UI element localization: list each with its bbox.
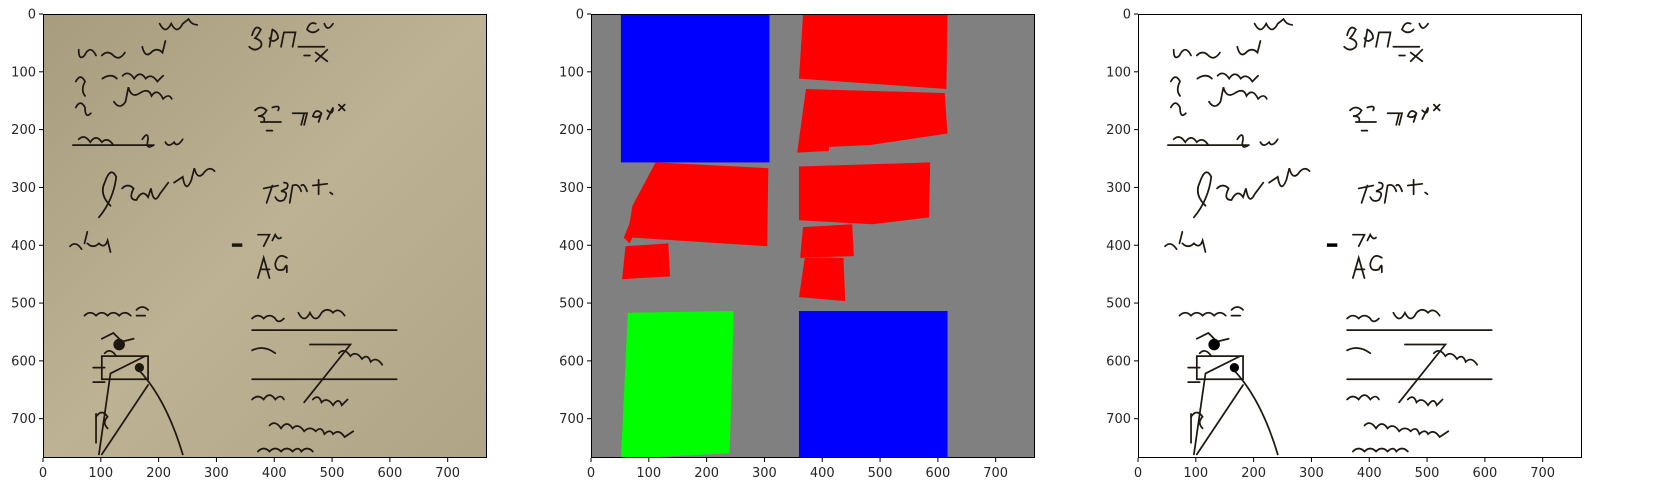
y-tick-label: 0: [28, 8, 36, 23]
y-tick-label: 300: [559, 181, 584, 196]
x-tick-label: 100: [636, 466, 661, 481]
x-tick-label: 700: [435, 466, 460, 481]
x-tick-label: 400: [262, 466, 287, 481]
x-tick-label: 300: [752, 466, 777, 481]
mask-red-region: [798, 15, 948, 89]
segmentation-mask: [592, 15, 1034, 457]
manuscript-photo: [44, 15, 486, 457]
x-tick-label: 400: [810, 466, 835, 481]
mask-red-region: [623, 162, 769, 247]
mask-red-region: [622, 243, 671, 280]
y-tick-label: 700: [1106, 412, 1131, 427]
x-tick-label: 500: [868, 466, 893, 481]
x-tick-label: 400: [1357, 466, 1382, 481]
y-tick-label: 100: [559, 65, 584, 80]
x-tick-label: 0: [1134, 466, 1142, 481]
manuscript-photo-panel: [43, 14, 487, 458]
y-tick-label: 400: [11, 239, 36, 254]
x-tick-label: 0: [39, 466, 47, 481]
x-tick-label: 200: [1241, 466, 1266, 481]
y-tick-label: 500: [1106, 297, 1131, 312]
y-tick-label: 500: [11, 297, 36, 312]
mask-red-region: [800, 224, 854, 258]
y-tick-label: 0: [1123, 8, 1131, 23]
x-tick-label: 700: [983, 466, 1008, 481]
mask-red-region: [798, 257, 846, 302]
binarized-manuscript-panel: [1138, 14, 1582, 458]
y-tick-label: 0: [576, 8, 584, 23]
x-tick-label: 600: [925, 466, 950, 481]
x-tick-label: 300: [204, 466, 229, 481]
y-tick-label: 500: [559, 297, 584, 312]
y-tick-label: 700: [559, 412, 584, 427]
x-tick-label: 200: [694, 466, 719, 481]
x-tick-label: 500: [320, 466, 345, 481]
y-tick-label: 200: [11, 123, 36, 138]
y-tick-label: 400: [559, 239, 584, 254]
y-tick-label: 700: [11, 412, 36, 427]
x-tick-label: 600: [377, 466, 402, 481]
segmentation-mask-panel: [591, 14, 1035, 458]
y-tick-label: 200: [1106, 123, 1131, 138]
binarized-manuscript: [1139, 15, 1581, 457]
mask-red-region: [797, 89, 948, 153]
x-tick-label: 700: [1530, 466, 1555, 481]
x-tick-label: 200: [146, 466, 171, 481]
y-tick-label: 600: [1106, 354, 1131, 369]
x-tick-label: 100: [88, 466, 113, 481]
x-tick-label: 100: [1183, 466, 1208, 481]
mask-green-region: [621, 311, 734, 457]
x-tick-label: 600: [1472, 466, 1497, 481]
y-tick-label: 300: [1106, 181, 1131, 196]
y-tick-label: 100: [1106, 65, 1131, 80]
y-tick-label: 400: [1106, 239, 1131, 254]
y-tick-label: 200: [559, 123, 584, 138]
mask-blue-region-top-left: [620, 15, 770, 163]
x-tick-label: 300: [1299, 466, 1324, 481]
mask-blue-region-bottom-right: [798, 311, 948, 457]
mask-red-region: [798, 162, 931, 225]
y-tick-label: 600: [559, 354, 584, 369]
x-tick-label: 500: [1415, 466, 1440, 481]
y-tick-label: 100: [11, 65, 36, 80]
y-tick-label: 300: [11, 181, 36, 196]
y-tick-label: 600: [11, 354, 36, 369]
x-tick-label: 0: [587, 466, 595, 481]
